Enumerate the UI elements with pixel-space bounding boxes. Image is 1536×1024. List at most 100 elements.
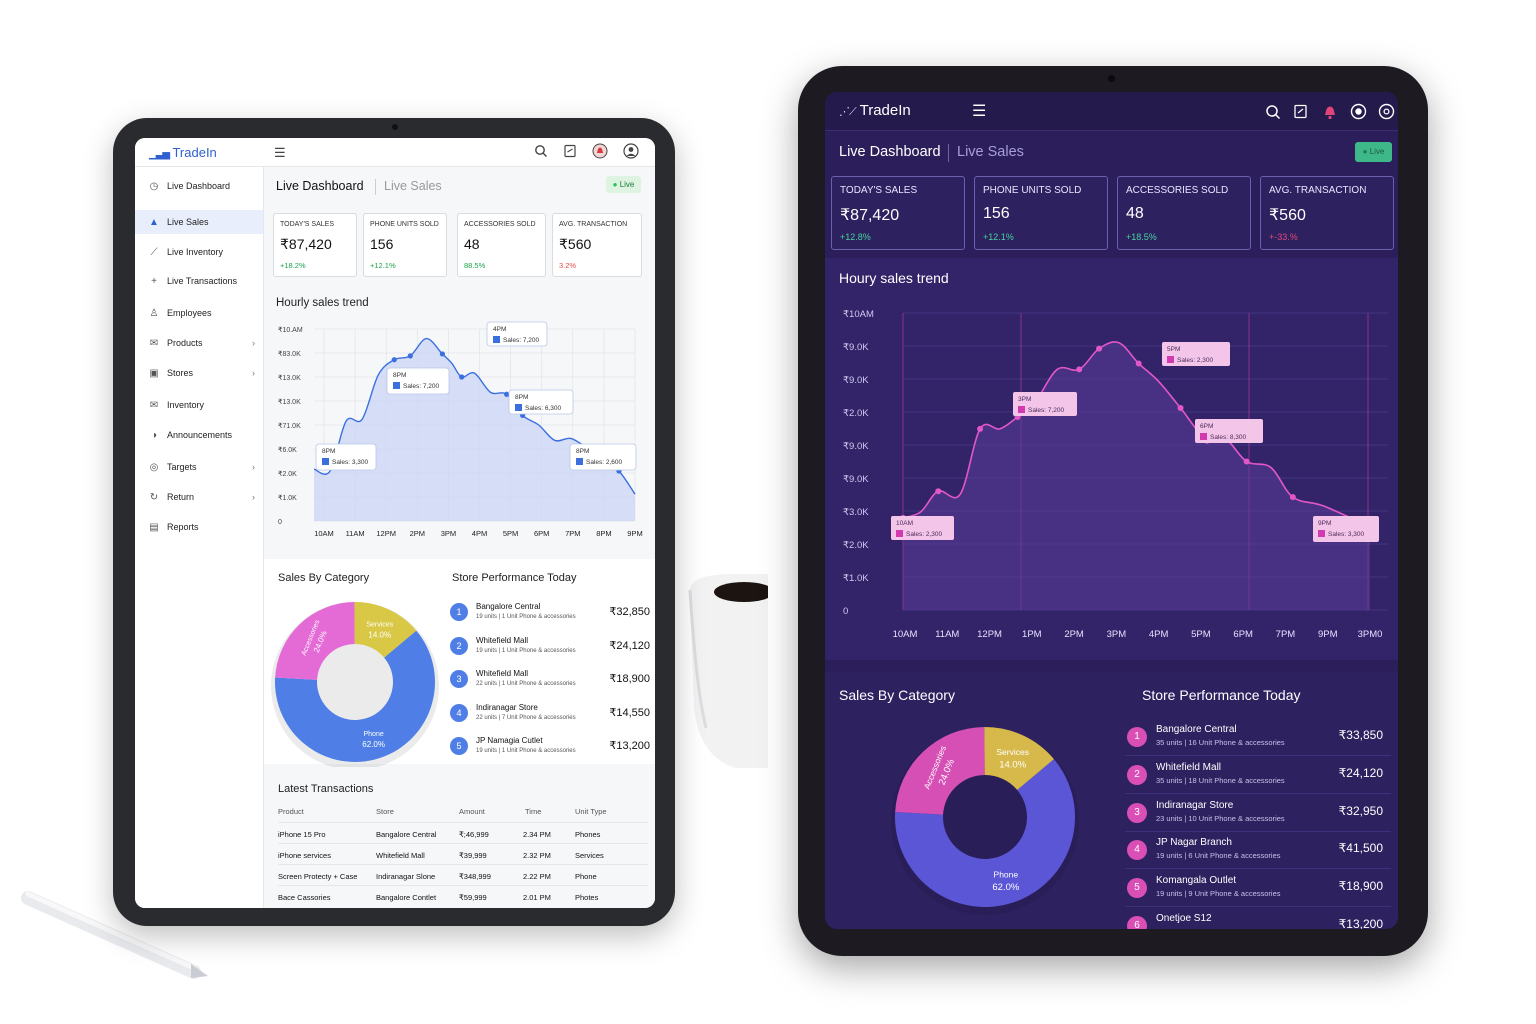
search-icon[interactable] <box>1265 104 1281 120</box>
light-app-logo[interactable]: ▁▃▅ TradeIn <box>149 145 217 160</box>
tooltip-value: Sales: 3,300 <box>1328 531 1365 538</box>
kpi-card-avg-transaction[interactable]: AVG. TRANSACTION ₹560 +-33.% <box>1260 176 1394 250</box>
store-row[interactable]: 6 Onetjoe S12 ₹13,200 <box>1125 911 1391 929</box>
store-name: Whitefield Mall <box>476 635 529 645</box>
sidebar-item-reports[interactable]: ▤ Reports <box>135 515 263 539</box>
profile-icon[interactable] <box>623 143 639 159</box>
store-row[interactable]: 4 Indiranagar Store 22 units | 7 Unit Phon… <box>450 702 650 734</box>
donut-slice-services[interactable] <box>354 602 417 658</box>
data-point[interactable] <box>459 374 465 380</box>
tooltip-box <box>891 516 954 540</box>
store-row[interactable]: 1 Bangalore Central 19 units | 1 Unit Phon… <box>450 601 650 633</box>
store-row[interactable]: 5 Komangala Outlet 19 units | 9 Unit Phone… <box>1125 873 1391 911</box>
x-tick-label: 2PM <box>410 529 425 538</box>
kpi-card-accessories[interactable]: ACCESSORIES SOLD 48 88.5% <box>457 213 546 277</box>
data-point[interactable] <box>439 351 445 357</box>
kpi-title: PHONE UNITS SOLD <box>983 185 1082 196</box>
kpi-card-avg-transaction[interactable]: AVG. TRANSACTION ₹560 3.2% <box>552 213 642 277</box>
kpi-card-accessories[interactable]: ACCESSORIES SOLD 48 +18.5% <box>1117 176 1251 250</box>
light-transactions-header: Product Store Amount Time Unit Type <box>278 807 648 821</box>
data-point[interactable] <box>1289 494 1296 501</box>
kpi-delta: +12.1% <box>983 232 1014 242</box>
notification-icon[interactable] <box>592 143 608 159</box>
tab-live-sales[interactable]: Live Sales <box>384 179 442 193</box>
document-icon[interactable] <box>563 144 577 158</box>
store-subtitle: 22 units | 7 Unit Phone & accessories <box>476 714 576 721</box>
data-point[interactable] <box>1135 360 1142 367</box>
live-badge: ● Live <box>606 176 641 193</box>
table-row[interactable]: Screen Protecty + Case Indiranagar Slone ₹… <box>278 864 648 886</box>
row-divider <box>1125 755 1391 756</box>
sidebar-item-live-sales[interactable]: ▲ Live Sales <box>135 210 263 234</box>
tooltip-value: Sales: 7,200 <box>503 337 540 344</box>
store-row[interactable]: 2 Whitefield Mall 35 units | 18 Unit Phone… <box>1125 760 1391 798</box>
donut-slice-phone[interactable] <box>895 759 1075 907</box>
data-point[interactable] <box>977 425 984 432</box>
col-header-unit-type[interactable]: Unit Type <box>575 807 607 816</box>
store-row[interactable]: 4 JP Nagar Branch 19 units | 6 Unit Phone … <box>1125 835 1391 873</box>
store-name: JP Nagar Branch <box>1156 837 1232 849</box>
store-name: Indiranagar Store <box>476 702 538 712</box>
data-point[interactable] <box>407 353 413 359</box>
settings-icon[interactable] <box>1378 103 1395 120</box>
store-row[interactable]: 3 Indiranagar Store 23 units | 10 Unit Pho… <box>1125 798 1391 836</box>
document-icon[interactable] <box>1293 104 1309 120</box>
sidebar-item-products[interactable]: ✉ Products › <box>135 331 263 355</box>
sidebar-item-live-transactions[interactable]: + Live Transactions <box>135 269 263 293</box>
data-point[interactable] <box>1177 405 1184 412</box>
kpi-card-todays-sales[interactable]: TODAY'S SALES ₹87,420 +18.2% <box>273 213 357 277</box>
col-header-store[interactable]: Store <box>376 807 394 816</box>
mail-icon: ✉ <box>149 337 159 349</box>
store-row[interactable]: 2 Whitefield Mall 19 units | 1 Unit Phone … <box>450 635 650 667</box>
sidebar-item-stores[interactable]: ▣ Stores › <box>135 361 263 385</box>
kpi-card-todays-sales[interactable]: TODAY'S SALES ₹87,420 +12.8% <box>831 176 965 250</box>
col-header-amount[interactable]: Amount <box>459 807 485 816</box>
donut-slice-accessories[interactable] <box>275 602 355 680</box>
sidebar-item-announcements[interactable]: ◑ Announcements <box>135 423 263 447</box>
kpi-card-phone-units[interactable]: PHONE UNITS SOLD 156 +12.1% <box>363 213 447 277</box>
sidebar-item-live-dashboard[interactable]: ◷ Live Dashboard <box>135 174 263 198</box>
col-header-time[interactable]: Time <box>525 807 542 816</box>
donut-slice-accessories[interactable] <box>895 727 985 815</box>
search-icon[interactable] <box>534 144 548 158</box>
store-row[interactable]: 1 Bangalore Central 35 units | 16 Unit Pho… <box>1125 722 1391 760</box>
x-tick-label: 11AM <box>935 629 959 640</box>
tab-live-dashboard[interactable]: Live Dashboard <box>839 144 941 160</box>
light-menu-icon[interactable]: ☰ <box>274 145 286 160</box>
dark-menu-icon[interactable]: ☰ <box>972 103 987 120</box>
dark-app-logo[interactable]: ⋰⟋ TradeIn <box>839 102 911 119</box>
tab-live-dashboard[interactable]: Live Dashboard <box>276 179 364 193</box>
series-area <box>903 341 1370 610</box>
store-name: Whitefield Mall <box>1156 761 1222 773</box>
sidebar-item-employees[interactable]: ♙ Employees <box>135 301 263 325</box>
sidebar-item-return[interactable]: ↻ Return › <box>135 485 263 509</box>
slice-value: 14.0% <box>999 760 1026 771</box>
sidebar-item-inventory[interactable]: ✉ Inventory <box>135 393 263 417</box>
store-row[interactable]: 3 Whitefield Mall 22 units | 1 Unit Phone … <box>450 668 650 700</box>
tooltip-swatch <box>576 458 583 465</box>
donut-slice-services[interactable] <box>984 727 1054 791</box>
data-point[interactable] <box>391 357 397 363</box>
record-icon[interactable] <box>1350 103 1367 120</box>
col-header-product[interactable]: Product <box>278 807 304 816</box>
store-subtitle: 19 units | 1 Unit Phone & accessories <box>476 748 576 754</box>
table-row[interactable]: iPhone services Whitefield Mall ₹39,999 2.3… <box>278 843 648 865</box>
sidebar-item-label: Announcements <box>167 430 233 440</box>
tooltip-box <box>315 443 377 471</box>
table-row[interactable]: iPhone 15 Pro Bangalore Central ₹;46,999 2.… <box>278 822 648 844</box>
data-point[interactable] <box>1096 345 1103 352</box>
store-row[interactable]: 5 JP Namagia Cutlet 19 units | 1 Unit Phon… <box>450 735 650 767</box>
table-cell: 2.01 PM <box>523 893 551 902</box>
donut-slice-phone[interactable] <box>275 630 435 762</box>
notification-icon[interactable] <box>1322 103 1338 120</box>
sidebar-item-targets[interactable]: ◎ Targets › <box>135 455 263 479</box>
data-point[interactable] <box>1076 366 1083 373</box>
sidebar-item-live-inventory[interactable]: ⟋ Live Inventory <box>135 240 263 264</box>
tooltip-box <box>1013 392 1077 416</box>
data-point[interactable] <box>935 488 942 495</box>
table-row[interactable]: Bace Cassories Bangalore Contlet ₹59,999 2.… <box>278 885 648 907</box>
data-point[interactable] <box>504 391 510 397</box>
data-point[interactable] <box>1243 458 1250 465</box>
kpi-card-phone-units[interactable]: PHONE UNITS SOLD 156 +12.1% <box>974 176 1108 250</box>
tab-live-sales[interactable]: Live Sales <box>957 144 1024 160</box>
